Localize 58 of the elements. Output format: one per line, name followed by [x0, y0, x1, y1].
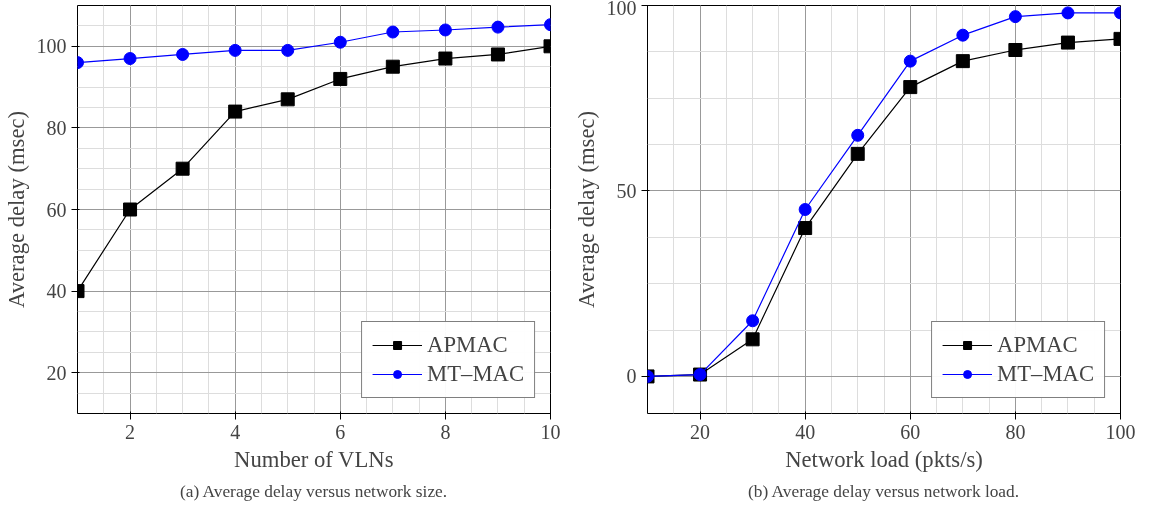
point — [1008, 10, 1022, 24]
y-tick-label: 60 — [46, 198, 67, 221]
point — [955, 54, 970, 69]
point — [798, 221, 813, 236]
point — [176, 47, 190, 61]
point — [385, 59, 400, 74]
point — [851, 128, 865, 142]
point — [1061, 6, 1075, 20]
y-tick-label: 100 — [36, 35, 67, 58]
point — [333, 35, 347, 49]
point — [1060, 35, 1075, 50]
x-tick-label: 20 — [690, 420, 711, 443]
legend-label: MT–MAC — [997, 361, 1094, 387]
y-tick-label: 100 — [606, 0, 637, 19]
point — [333, 71, 348, 86]
point — [850, 146, 865, 161]
point — [386, 25, 400, 39]
point — [228, 104, 243, 119]
text: (a) Average delay versus network size. — [179, 481, 448, 501]
y-tick-label: 50 — [616, 179, 637, 202]
point — [903, 80, 918, 95]
point — [228, 43, 242, 57]
x-tick-label: 2 — [125, 420, 136, 443]
x-tick-label: 40 — [795, 420, 816, 443]
y-axis-title: Average delay (msec) — [573, 110, 599, 309]
point — [123, 202, 138, 217]
point — [490, 47, 505, 62]
x-tick-label: 10 — [540, 420, 561, 443]
point — [491, 20, 505, 34]
point — [281, 43, 295, 57]
point — [956, 28, 970, 42]
x-axis-title: Number of VLNs — [234, 446, 394, 472]
x-tick-label: 60 — [900, 420, 921, 443]
point — [745, 332, 760, 347]
y-tick-label: 0 — [626, 365, 637, 388]
point — [798, 203, 812, 216]
point — [1008, 43, 1023, 58]
x-tick-label: 6 — [335, 420, 346, 443]
point — [746, 314, 760, 328]
text: (b) Average delay versus network load. — [747, 481, 1020, 501]
point — [438, 23, 452, 37]
x-axis-title: Network load (pkts/s) — [785, 446, 983, 472]
point — [123, 52, 137, 66]
x-tick-label: 4 — [230, 420, 241, 443]
point — [175, 161, 190, 176]
legend-label: MT–MAC — [427, 361, 524, 387]
y-tick-label: 40 — [46, 280, 67, 303]
point — [438, 51, 453, 66]
x-tick-label: 100 — [1105, 420, 1136, 443]
legend-label: APMAC — [997, 332, 1078, 358]
y-tick-label: 20 — [46, 361, 67, 384]
y-tick-label: 80 — [46, 116, 67, 139]
y-axis-title: Average delay (msec) — [3, 110, 29, 309]
x-tick-label: 8 — [440, 420, 451, 443]
point — [903, 54, 917, 68]
legend-label: APMAC — [427, 332, 508, 358]
x-tick-label: 80 — [1005, 420, 1026, 443]
point — [280, 92, 295, 107]
